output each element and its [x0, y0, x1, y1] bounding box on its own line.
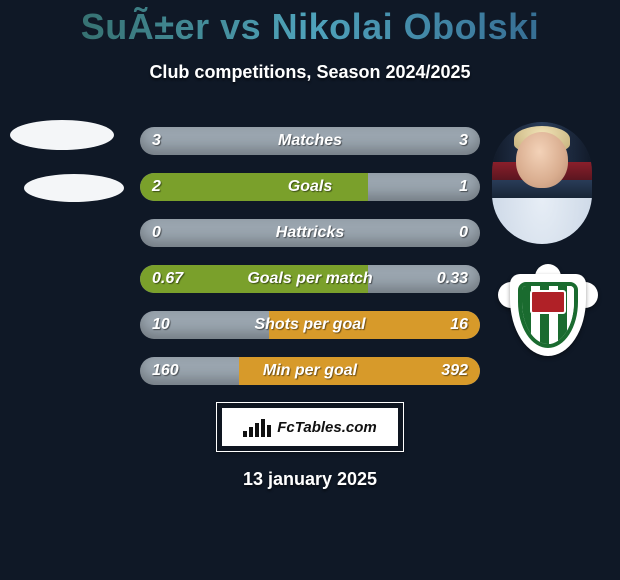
stats-container: 3 3 Matches 2 1 Goals 0 0 Hattricks 0.67 0.33 Goals…: [140, 127, 480, 385]
player-left-avatar: [10, 120, 124, 202]
stat-right-value: 1: [459, 178, 468, 196]
date-text: 13 january 2025: [0, 469, 620, 490]
subtitle: Club competitions, Season 2024/2025: [0, 62, 620, 83]
stat-right-value: 0: [459, 224, 468, 242]
brand-bars-icon: [243, 417, 271, 437]
stat-row: 2 1 Goals: [140, 173, 480, 201]
stat-label: Min per goal: [263, 362, 357, 380]
stat-row: 0 0 Hattricks: [140, 219, 480, 247]
stat-label: Matches: [278, 132, 342, 150]
stat-left-value: 2: [152, 178, 161, 196]
stat-right-value: 16: [450, 316, 468, 334]
club-crest: [496, 264, 600, 358]
stat-left-value: 10: [152, 316, 170, 334]
stat-label: Goals: [288, 178, 332, 196]
stat-row: 10 16 Shots per goal: [140, 311, 480, 339]
stat-label: Goals per match: [247, 270, 372, 288]
stat-left-value: 0: [152, 224, 161, 242]
brand-box: FcTables.com: [217, 403, 403, 451]
stat-label: Hattricks: [276, 224, 344, 242]
page-title: SuÃ±er vs Nikolai Obolski: [0, 0, 620, 48]
stat-right-value: 3: [459, 132, 468, 150]
stat-left-value: 0.67: [152, 270, 183, 288]
stat-row: 0.67 0.33 Goals per match: [140, 265, 480, 293]
stat-label: Shots per goal: [254, 316, 365, 334]
stat-row: 160 392 Min per goal: [140, 357, 480, 385]
stat-left-value: 3: [152, 132, 161, 150]
stat-left-value: 160: [152, 362, 179, 380]
brand-text: FcTables.com: [277, 419, 376, 436]
stat-right-value: 392: [441, 362, 468, 380]
player-right-avatar: [492, 122, 592, 244]
stat-row: 3 3 Matches: [140, 127, 480, 155]
stat-right-value: 0.33: [437, 270, 468, 288]
